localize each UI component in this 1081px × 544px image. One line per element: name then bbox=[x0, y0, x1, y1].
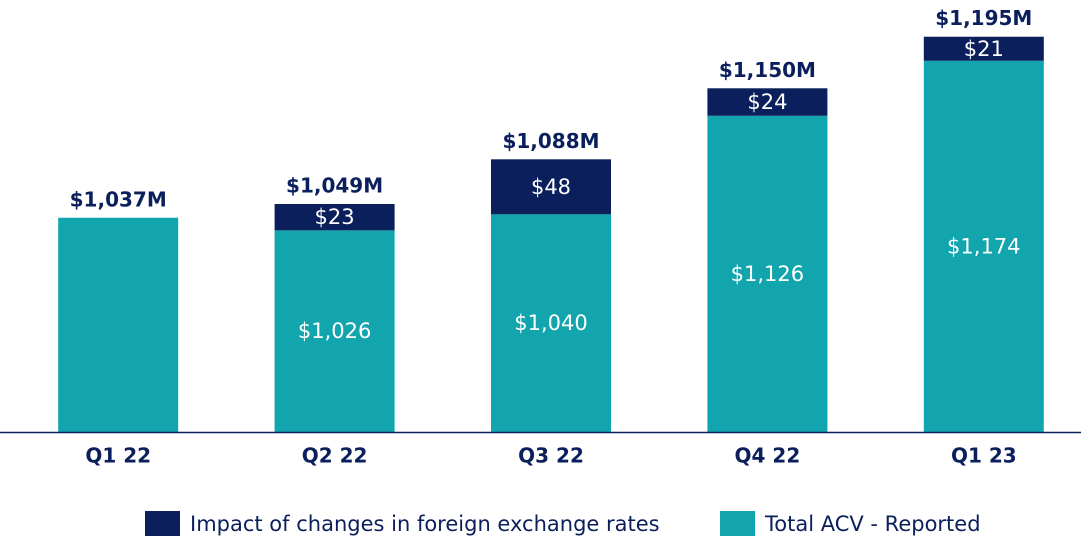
value-label: $48 bbox=[531, 175, 571, 199]
total-label: $1,037M bbox=[70, 187, 167, 211]
value-label: $1,026 bbox=[298, 319, 371, 343]
x-tick-label: Q3 22 bbox=[518, 444, 584, 468]
total-label: $1,195M bbox=[935, 6, 1032, 30]
bar-segment bbox=[923, 36, 1044, 61]
legend-label: Impact of changes in foreign exchange ra… bbox=[190, 512, 660, 536]
bar-segment bbox=[707, 88, 828, 116]
value-label: $1,126 bbox=[731, 262, 804, 286]
value-label: $1,040 bbox=[514, 311, 587, 335]
x-tick-label: Q1 23 bbox=[951, 444, 1017, 468]
bar-segment bbox=[491, 214, 611, 432]
bar-segment bbox=[707, 115, 828, 432]
legend-swatch bbox=[145, 511, 180, 536]
bar-segment bbox=[923, 60, 1044, 432]
legend-label: Total ACV - Reported bbox=[764, 512, 981, 536]
total-label: $1,088M bbox=[502, 129, 599, 153]
total-label: $1,150M bbox=[719, 58, 816, 82]
value-label: $21 bbox=[964, 37, 1004, 61]
legend-swatch bbox=[720, 511, 755, 536]
bar-segment bbox=[491, 159, 611, 215]
bar-segment bbox=[274, 204, 395, 231]
x-tick-label: Q4 22 bbox=[735, 444, 801, 468]
value-label: $24 bbox=[747, 90, 787, 114]
bar-segment bbox=[274, 230, 395, 432]
x-tick-label: Q2 22 bbox=[302, 444, 368, 468]
value-label: $23 bbox=[315, 205, 355, 229]
x-tick-label: Q1 22 bbox=[85, 444, 151, 468]
value-label: $1,174 bbox=[947, 234, 1020, 258]
bar-segment bbox=[58, 217, 179, 432]
total-label: $1,049M bbox=[286, 174, 383, 198]
